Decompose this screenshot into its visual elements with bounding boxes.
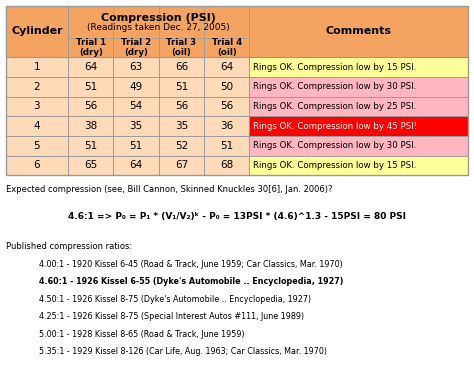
Bar bbox=[68, 6, 249, 57]
Bar bbox=[113, 136, 159, 156]
Bar bbox=[68, 97, 113, 116]
Bar bbox=[159, 97, 204, 116]
Bar bbox=[113, 77, 159, 97]
Text: 4.50:1 - 1926 Kissel 8-75 (Dyke's Automobile .. Encyclopedia, 1927): 4.50:1 - 1926 Kissel 8-75 (Dyke's Automo… bbox=[39, 295, 311, 304]
Text: Trial 2
(dry): Trial 2 (dry) bbox=[121, 38, 151, 57]
Text: 56: 56 bbox=[220, 101, 234, 111]
Text: Trial 3
(oil): Trial 3 (oil) bbox=[166, 38, 197, 57]
Text: 51: 51 bbox=[84, 82, 98, 92]
Text: 2: 2 bbox=[34, 82, 40, 92]
Bar bbox=[159, 57, 204, 77]
Bar bbox=[6, 136, 68, 156]
Text: Compression (PSI): Compression (PSI) bbox=[101, 14, 216, 24]
Text: 64: 64 bbox=[220, 62, 234, 72]
Text: Cylinder: Cylinder bbox=[11, 27, 63, 37]
Bar bbox=[68, 116, 113, 136]
Bar bbox=[113, 116, 159, 136]
Bar bbox=[204, 156, 249, 175]
Text: Rings OK. Compression low by 15 PSI.: Rings OK. Compression low by 15 PSI. bbox=[253, 63, 417, 72]
Text: 6: 6 bbox=[34, 161, 40, 170]
Text: 4.00:1 - 1920 Kissel 6-45 (Road & Track, June 1959; Car Classics, Mar. 1970): 4.00:1 - 1920 Kissel 6-45 (Road & Track,… bbox=[39, 260, 343, 269]
Text: 51: 51 bbox=[175, 82, 188, 92]
Bar bbox=[6, 77, 68, 97]
Text: 67: 67 bbox=[175, 161, 188, 170]
Text: 49: 49 bbox=[129, 82, 143, 92]
Text: 4.60:1 - 1926 Kissel 6-55 (Dyke's Automobile .. Encyclopedia, 1927): 4.60:1 - 1926 Kissel 6-55 (Dyke's Automo… bbox=[39, 277, 343, 286]
Text: 66: 66 bbox=[175, 62, 188, 72]
Bar bbox=[204, 136, 249, 156]
Text: Trial 4
(oil): Trial 4 (oil) bbox=[212, 38, 242, 57]
Bar bbox=[6, 57, 68, 77]
Text: 51: 51 bbox=[84, 141, 98, 151]
Bar bbox=[6, 116, 68, 136]
Text: 5.35:1 - 1929 Kissel 8-126 (Car Life, Aug. 1963; Car Classics, Mar. 1970): 5.35:1 - 1929 Kissel 8-126 (Car Life, Au… bbox=[39, 347, 327, 356]
Text: 35: 35 bbox=[129, 121, 143, 131]
Bar bbox=[159, 136, 204, 156]
Bar bbox=[6, 6, 68, 57]
Bar bbox=[204, 97, 249, 116]
Bar bbox=[159, 116, 204, 136]
Text: 5: 5 bbox=[34, 141, 40, 151]
Bar bbox=[249, 116, 468, 136]
Bar bbox=[249, 136, 468, 156]
Text: 52: 52 bbox=[175, 141, 188, 151]
Bar bbox=[113, 57, 159, 77]
Bar bbox=[249, 97, 468, 116]
Bar bbox=[68, 77, 113, 97]
Bar bbox=[204, 57, 249, 77]
Text: 56: 56 bbox=[84, 101, 98, 111]
Bar bbox=[113, 156, 159, 175]
Text: Comments: Comments bbox=[326, 27, 392, 37]
Text: Trial 1
(dry): Trial 1 (dry) bbox=[76, 38, 106, 57]
Text: 38: 38 bbox=[84, 121, 98, 131]
Bar bbox=[249, 156, 468, 175]
Bar bbox=[204, 77, 249, 97]
Text: 36: 36 bbox=[220, 121, 234, 131]
Text: Rings OK. Compression low by 30 PSI.: Rings OK. Compression low by 30 PSI. bbox=[253, 82, 417, 91]
Bar bbox=[6, 6, 468, 175]
Text: 64: 64 bbox=[129, 161, 143, 170]
Text: 5.00:1 - 1928 Kissel 8-65 (Road & Track, June 1959): 5.00:1 - 1928 Kissel 8-65 (Road & Track,… bbox=[39, 330, 245, 338]
Bar bbox=[204, 116, 249, 136]
Text: Rings OK. Compression low by 30 PSI.: Rings OK. Compression low by 30 PSI. bbox=[253, 141, 417, 150]
Text: Rings OK. Compression low by 15 PSI.: Rings OK. Compression low by 15 PSI. bbox=[253, 161, 417, 170]
Text: 68: 68 bbox=[220, 161, 234, 170]
Text: 50: 50 bbox=[220, 82, 233, 92]
Text: Rings OK. Compression low by 25 PSI.: Rings OK. Compression low by 25 PSI. bbox=[253, 102, 417, 111]
Bar bbox=[113, 97, 159, 116]
Text: 4.6:1 => P₀ = P₁ * (V₁/V₂)ᵏ - P₀ = 13PSI * (4.6)^1.3 - 15PSI = 80 PSI: 4.6:1 => P₀ = P₁ * (V₁/V₂)ᵏ - P₀ = 13PSI… bbox=[68, 212, 406, 221]
Text: Rings OK. Compression low by 45 PSI!: Rings OK. Compression low by 45 PSI! bbox=[253, 122, 417, 131]
Text: Published compression ratios:: Published compression ratios: bbox=[6, 242, 132, 251]
Text: 56: 56 bbox=[175, 101, 188, 111]
Text: 64: 64 bbox=[84, 62, 98, 72]
Text: 4: 4 bbox=[34, 121, 40, 131]
Bar bbox=[249, 57, 468, 77]
Bar bbox=[68, 156, 113, 175]
Bar bbox=[6, 156, 68, 175]
Text: 63: 63 bbox=[129, 62, 143, 72]
Text: 1: 1 bbox=[34, 62, 40, 72]
Text: 4.25:1 - 1926 Kissel 8-75 (Special Interest Autos #111, June 1989): 4.25:1 - 1926 Kissel 8-75 (Special Inter… bbox=[39, 312, 304, 321]
Bar bbox=[249, 77, 468, 97]
Bar bbox=[159, 77, 204, 97]
Text: 51: 51 bbox=[220, 141, 234, 151]
Text: 35: 35 bbox=[175, 121, 188, 131]
Text: 51: 51 bbox=[129, 141, 143, 151]
Bar bbox=[159, 156, 204, 175]
Text: 54: 54 bbox=[129, 101, 143, 111]
Bar bbox=[6, 97, 68, 116]
Bar bbox=[249, 6, 468, 57]
Text: (Readings taken Dec. 27, 2005): (Readings taken Dec. 27, 2005) bbox=[87, 23, 230, 32]
Bar bbox=[68, 136, 113, 156]
Text: 3: 3 bbox=[34, 101, 40, 111]
Bar bbox=[68, 57, 113, 77]
Text: Expected compression (see, Bill Cannon, Skinned Knuckles 30[6], Jan. 2006)?: Expected compression (see, Bill Cannon, … bbox=[6, 184, 332, 193]
Text: 65: 65 bbox=[84, 161, 98, 170]
